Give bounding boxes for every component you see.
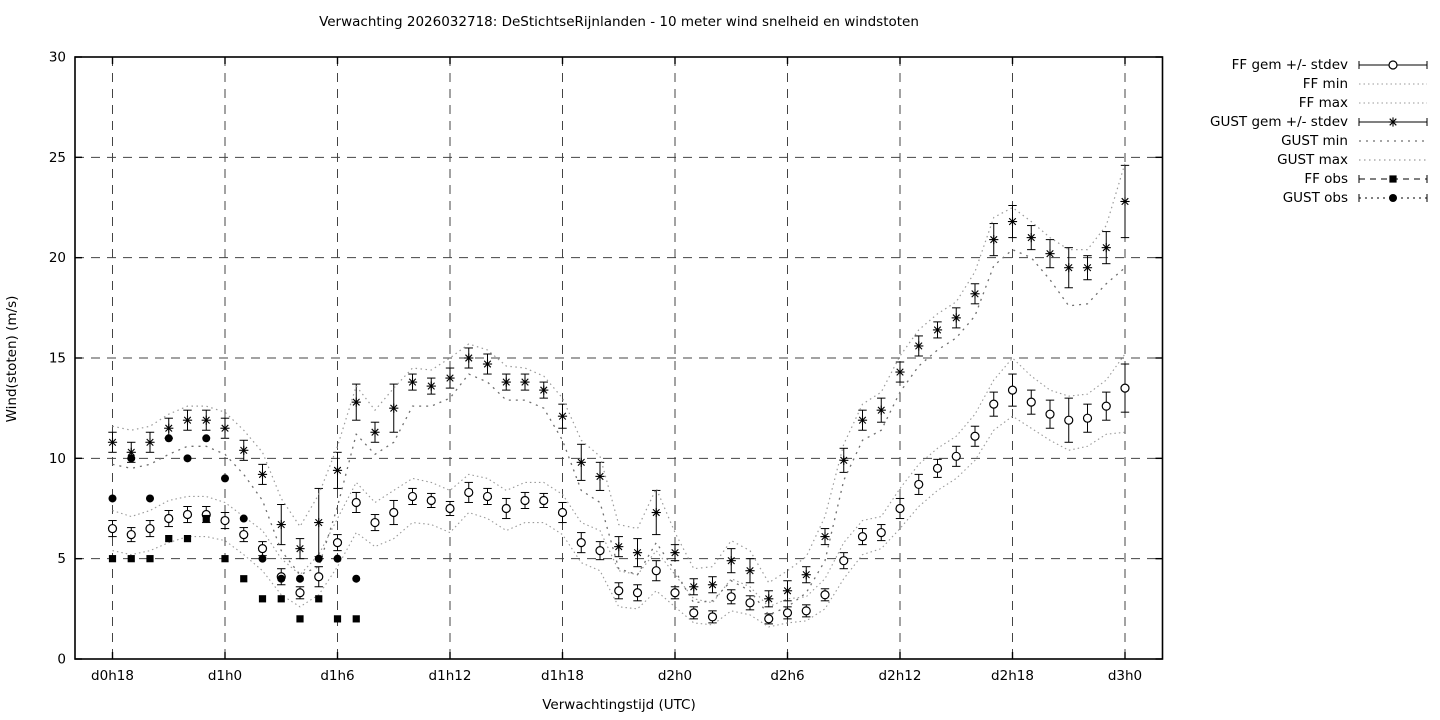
- legend-sample-glyph: [1359, 139, 1427, 142]
- legend-sample-ff-gem: [1356, 57, 1430, 73]
- x-tick-label: d0h18: [91, 668, 134, 684]
- legend-row: FF max: [1210, 93, 1430, 112]
- x-tick-label: d2h12: [879, 668, 922, 684]
- x-tick-label: d1h0: [208, 668, 242, 684]
- y-tick-label: 20: [49, 250, 66, 266]
- series-ff-max: [112, 353, 1126, 608]
- series-ff-obs: [108, 514, 360, 623]
- legend-sample-glyph: [1359, 158, 1427, 161]
- legend-row: GUST min: [1210, 131, 1430, 150]
- x-tick-label: d2h18: [991, 668, 1034, 684]
- legend-row: FF obs: [1210, 169, 1430, 188]
- legend-sample-gust-min: [1356, 133, 1430, 149]
- y-tick-label: 30: [49, 50, 66, 66]
- series-gust-gem-stdev: [107, 164, 1130, 608]
- legend-sample-gust-gem: [1356, 114, 1430, 130]
- y-tick-label: 15: [49, 351, 66, 367]
- y-tick-label: 0: [57, 652, 66, 668]
- legend-row: GUST obs: [1210, 188, 1430, 207]
- legend-row: FF min: [1210, 74, 1430, 93]
- x-tick-label: d3h0: [1108, 668, 1142, 684]
- plot-frame: [74, 56, 1164, 660]
- legend-label: FF min: [1302, 75, 1348, 92]
- x-tick-label: d1h18: [541, 668, 584, 684]
- y-tick-label: 25: [49, 150, 66, 166]
- legend-row: GUST max: [1210, 150, 1430, 169]
- legend-label: FF gem +/- stdev: [1231, 56, 1348, 73]
- legend-sample-glyph: [1359, 101, 1427, 104]
- legend-sample-ff-obs: [1356, 171, 1430, 187]
- x-tick-label: d2h6: [770, 668, 804, 684]
- legend-row: FF gem +/- stdev: [1210, 55, 1430, 74]
- series-gust-obs: [108, 434, 361, 583]
- legend-row: GUST gem +/- stdev: [1210, 112, 1430, 131]
- legend-sample-glyph: [1358, 59, 1428, 70]
- legend-label: GUST obs: [1282, 189, 1348, 206]
- series-gust-min: [112, 248, 1126, 616]
- legend-label: GUST max: [1277, 151, 1348, 168]
- x-axis-label: Verwachtingstijd (UTC): [542, 697, 696, 713]
- legend-label: GUST gem +/- stdev: [1210, 113, 1348, 130]
- series-ff-gem-stdev: [107, 363, 1130, 625]
- legend-sample-glyph: [1358, 116, 1428, 127]
- legend-sample-glyph: [1358, 174, 1428, 183]
- envelope-line: [112, 353, 1126, 608]
- legend-sample-gust-obs: [1356, 190, 1430, 206]
- envelope-line: [112, 415, 1126, 628]
- tick-labels: 0 5 10 15 20 25 30 d0h18 d1h0 d1h6 d1h12 d1h18 d2h0 d…: [49, 50, 1142, 685]
- series-ff-min: [112, 415, 1126, 628]
- legend-label: FF obs: [1304, 170, 1348, 187]
- legend-sample-ff-min: [1356, 76, 1430, 92]
- y-tick-label: 10: [49, 451, 66, 467]
- envelope-line: [112, 163, 1126, 584]
- legend-sample-gust-max: [1356, 152, 1430, 168]
- x-tick-label: d1h12: [429, 668, 472, 684]
- legend: FF gem +/- stdev FF min FF max GUST gem …: [1210, 55, 1430, 207]
- legend-label: GUST min: [1281, 132, 1348, 149]
- legend-sample-ff-max: [1356, 95, 1430, 111]
- legend-label: FF max: [1298, 94, 1348, 111]
- legend-sample-glyph: [1358, 193, 1428, 202]
- x-tick-label: d1h6: [320, 668, 354, 684]
- series-gust-max: [112, 163, 1126, 584]
- y-tick-label: 5: [57, 551, 66, 567]
- x-tick-label: d2h0: [658, 668, 692, 684]
- envelope-line: [112, 248, 1126, 616]
- legend-sample-glyph: [1359, 82, 1427, 85]
- chart-title: Verwachting 2026032718: DeStichtseRijnla…: [319, 14, 919, 30]
